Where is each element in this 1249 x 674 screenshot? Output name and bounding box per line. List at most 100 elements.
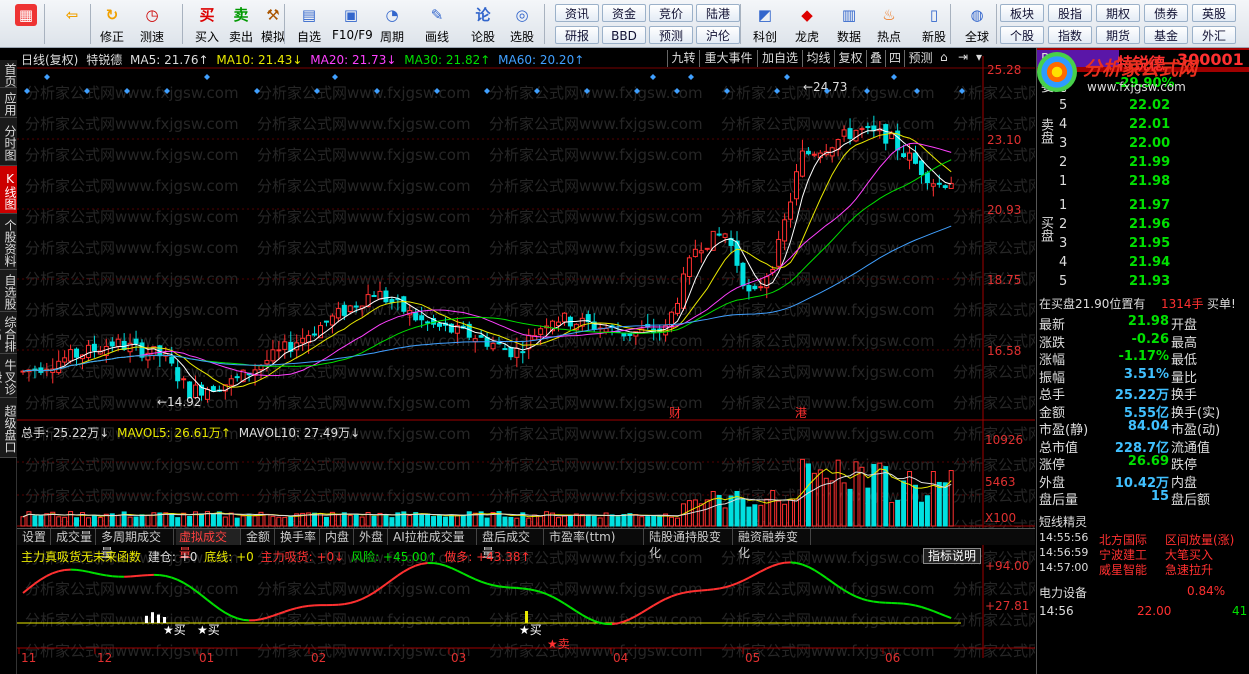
indicator-tab-11[interactable]: 陆股通持股变化 [646,529,733,560]
left-nav-item-2[interactable]: 分时图 [0,118,17,166]
event-diamond[interactable] [688,74,694,80]
group-button-研报[interactable]: 研报 [555,26,599,44]
left-nav-item-4[interactable]: 个股资料 [0,214,17,270]
toolbar-button-dragon-tiger[interactable]: ◆ 龙虎 [788,2,826,46]
event-diamond[interactable] [204,74,210,80]
event-diamond[interactable] [824,88,830,94]
group-button-期货[interactable]: 期货 [1096,26,1140,44]
event-diamond[interactable] [124,88,130,94]
toolbar-button-star-market[interactable]: ◩ 科创 [746,2,784,46]
chart-top-button-1[interactable]: 重大事件 [699,50,757,67]
toolbar-button-buy[interactable]: 买买入 [188,2,226,46]
toolbar-button-hammer[interactable]: ⚒ 模拟 [254,2,292,46]
toolbar-button-f10[interactable]: ▣ F10/F9 [332,2,373,46]
left-nav-item-6[interactable]: 综合排名 [0,312,17,354]
toolbar-button-pen[interactable]: ✎ 画线 [418,2,456,46]
toolbar-button-data[interactable]: ▥ 数据 [830,2,868,46]
group-button-陆港[interactable]: 陆港 [696,4,740,22]
left-nav-item-3[interactable]: K线图 [0,166,17,214]
toolbar-button-screener[interactable]: ◎ 选股 [503,2,541,46]
toolbar-button-hot[interactable]: ♨ 热点 [870,2,908,46]
group-button-沪伦[interactable]: 沪伦 [696,26,740,44]
toolbar-button-watchlist[interactable]: ▤ 自选 [290,2,328,46]
chart-top-button-3[interactable]: 均线 [802,50,834,67]
group-button-债券[interactable]: 债券 [1144,4,1188,22]
group-button-BBD[interactable]: BBD [602,26,646,44]
toolbar-button-forum[interactable]: 论论股 [464,2,502,46]
event-diamond[interactable] [434,88,440,94]
dropdown-icon[interactable]: ▾ [976,50,983,64]
event-diamond[interactable] [484,88,490,94]
event-diamond[interactable] [534,88,540,94]
chart-top-button-4[interactable]: 复权 [834,50,866,67]
toolbar-button-grid[interactable]: ▦ [6,2,46,46]
new-stock-icon: ▯ [929,6,939,24]
left-nav-item-8[interactable]: 超级盘口 [0,398,17,458]
chart-top-button-0[interactable]: 九转 [667,50,699,67]
indicator-tab-12[interactable]: 融资融券变化 [735,529,811,560]
event-diamond[interactable] [724,88,730,94]
group-button-预测[interactable]: 预测 [649,26,693,44]
event-diamond[interactable] [314,88,320,94]
event-diamond[interactable] [164,88,170,94]
event-diamond[interactable] [254,88,260,94]
indicator-tab-2[interactable]: 多周期成交量 [98,529,174,560]
indicator-tab-4[interactable]: 金额 [243,529,275,545]
indicator-tab-6[interactable]: 内盘 [322,529,354,545]
toolbar-button-new-stock[interactable]: ▯ 新股 [915,2,953,46]
kline-chart-area[interactable]: 分析家公式网www.fxjgsw.com 分析家公式网www.fxjgsw.com… [17,48,1035,674]
group-button-竞价[interactable]: 竞价 [649,4,693,22]
event-diamond[interactable] [44,74,50,80]
group-button-外汇[interactable]: 外汇 [1192,26,1236,44]
toolbar-button-correct[interactable]: ↻ 修正 [93,2,131,46]
chart-top-button-6[interactable]: 四 [885,50,904,67]
event-diamond[interactable] [864,88,870,94]
chart-top-button-2[interactable]: 加自选 [757,50,802,67]
event-diamond[interactable] [674,88,680,94]
event-diamond[interactable] [84,88,90,94]
group-button-基金[interactable]: 基金 [1144,26,1188,44]
left-nav-item-1[interactable]: 应用 [0,88,17,118]
exit-icon[interactable]: ⇥ [958,50,969,64]
left-nav-item-0[interactable]: 首页 [0,60,17,88]
chart-top-button-7[interactable]: 预测 [904,50,936,67]
event-diamond[interactable] [24,88,30,94]
event-diamond[interactable] [959,88,965,94]
indicator-tab-7[interactable]: 外盘 [356,529,388,545]
chart-top-button-5[interactable]: 叠 [866,50,885,67]
group-button-板块[interactable]: 板块 [1000,4,1044,22]
indicator-tab-5[interactable]: 换手率 [277,529,320,545]
indicator-help-button[interactable]: 指标说明 [923,548,982,564]
group-button-期权[interactable]: 期权 [1096,4,1140,22]
toolbar-button-back-arrow[interactable]: ⇦ [52,2,92,46]
event-diamond[interactable] [374,88,380,94]
toolbar-button-globe[interactable]: ◍ 全球 [958,2,996,46]
event-diamond[interactable] [634,88,640,94]
indicator-tab-3[interactable]: 虚拟成交量 [176,529,241,560]
indicator-tab-10[interactable]: 市盈率(ttm) [546,529,644,545]
kline-svg[interactable]: 分析家公式网www.fxjgsw.com 分析家公式网www.fxjgsw.com… [17,48,1035,674]
event-diamond[interactable] [891,74,897,80]
toolbar-button-sell[interactable]: 卖卖出 [222,2,260,46]
event-diamond[interactable] [584,88,590,94]
indicator-tab-0[interactable]: 设置 [19,529,51,545]
indicator-tab-8[interactable]: AI拉桩成交量 [390,529,477,545]
group-button-资金[interactable]: 资金 [602,4,646,22]
group-button-指数[interactable]: 指数 [1048,26,1092,44]
group-button-个股[interactable]: 个股 [1000,26,1044,44]
toolbar-button-clock[interactable]: ◷ 测速 [133,2,171,46]
left-nav-item-7[interactable]: 牛叉诊股 [0,354,17,398]
left-nav-item-5[interactable]: 自选股 [0,270,17,312]
indicator-tab-1[interactable]: 成交量 [53,529,96,545]
toolbar-button-period[interactable]: ◔ 周期 [373,2,411,46]
group-button-英股[interactable]: 英股 [1192,4,1236,22]
event-diamond[interactable] [914,88,920,94]
lock-icon[interactable]: ⌂ [940,50,948,64]
event-diamond[interactable] [774,88,780,94]
event-diamond[interactable] [650,74,656,80]
group-button-资讯[interactable]: 资讯 [555,4,599,22]
event-diamond[interactable] [332,74,338,80]
indicator-tab-9[interactable]: 盘后成交量 [479,529,544,560]
group-button-股指[interactable]: 股指 [1048,4,1092,22]
event-diamond[interactable] [784,74,790,80]
